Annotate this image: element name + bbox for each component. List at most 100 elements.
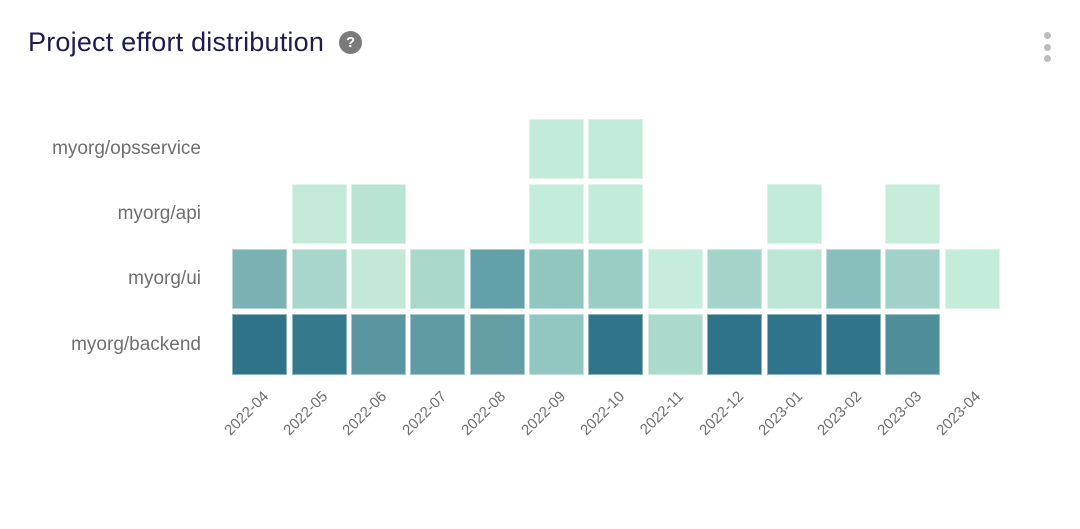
heatmap-cell[interactable]: [469, 314, 525, 375]
heatmap-slot: [705, 181, 764, 246]
card-header: Project effort distribution ?: [28, 27, 363, 58]
heatmap-slot: [764, 312, 823, 377]
heatmap-slot: [764, 181, 823, 246]
heatmap-slot: [468, 181, 527, 246]
heatmap-slot: [527, 181, 586, 246]
heatmap-cell[interactable]: [766, 249, 822, 310]
heatmap-slot: [408, 181, 467, 246]
heatmap-slot: [646, 312, 705, 377]
heatmap-cell[interactable]: [944, 249, 1000, 310]
heatmap-cell[interactable]: [529, 314, 585, 375]
heatmap-slot: [230, 116, 289, 181]
heatmap-slot: [705, 247, 764, 312]
heatmap-cell[interactable]: [291, 183, 347, 244]
x-axis-slot: 2022-09: [518, 377, 586, 472]
heatmap-cell[interactable]: [647, 249, 703, 310]
heatmap-slot: [705, 116, 764, 181]
heatmap-slot: [586, 247, 645, 312]
heatmap-cell[interactable]: [766, 183, 822, 244]
heatmap-row: myorg/backend: [0, 312, 1080, 377]
heatmap-slot: [527, 116, 586, 181]
heatmap-slot: [349, 181, 408, 246]
heatmap-slot: [468, 312, 527, 377]
row-label: myorg/ui: [128, 268, 201, 290]
heatmap-cell[interactable]: [291, 314, 347, 375]
help-icon[interactable]: ?: [339, 31, 363, 55]
help-icon-glyph: ?: [345, 34, 356, 52]
kebab-menu-icon[interactable]: [1042, 32, 1052, 62]
heatmap-slot: [824, 247, 883, 312]
kebab-dot: [1043, 55, 1051, 62]
heatmap-cell[interactable]: [707, 314, 763, 375]
x-axis-slot: 2023-02: [815, 377, 883, 472]
heatmap-slot: [824, 116, 883, 181]
heatmap-slot: [586, 116, 645, 181]
heatmap-slot: [883, 247, 942, 312]
heatmap-slot: [468, 247, 527, 312]
x-axis-slot: 2022-11: [637, 377, 705, 472]
heatmap-cell[interactable]: [885, 314, 941, 375]
heatmap-slot: [764, 116, 823, 181]
heatmap-slot: [289, 312, 348, 377]
page-title: Project effort distribution: [28, 27, 325, 57]
row-label: myorg/backend: [71, 333, 201, 355]
heatmap-cell[interactable]: [529, 118, 585, 179]
heatmap-cell[interactable]: [825, 249, 881, 310]
heatmap-slot: [408, 312, 467, 377]
heatmap-slot: [824, 312, 883, 377]
heatmap-slot: [230, 181, 289, 246]
x-axis: 2022-04 2022-05 2022-06 2022-07 2022-08 2022-…: [0, 377, 1080, 472]
heatmap-slot: [468, 116, 527, 181]
heatmap-slot: [349, 116, 408, 181]
heatmap-cell[interactable]: [410, 314, 466, 375]
heatmap-slot: [883, 181, 942, 246]
heatmap-cell[interactable]: [707, 249, 763, 310]
heatmap-cell[interactable]: [588, 118, 644, 179]
heatmap-slot: [349, 312, 408, 377]
heatmap-cell[interactable]: [588, 183, 644, 244]
kebab-dot: [1043, 43, 1051, 51]
heatmap-cell[interactable]: [350, 183, 406, 244]
heatmap-cell[interactable]: [588, 249, 644, 310]
heatmap-slot: [527, 312, 586, 377]
x-axis-slot: 2022-06: [340, 377, 408, 472]
heatmap-cell[interactable]: [766, 314, 822, 375]
heatmap-slot: [289, 116, 348, 181]
heatmap-slot: [289, 181, 348, 246]
x-axis-slot: 2022-08: [458, 377, 527, 472]
heatmap-cell[interactable]: [232, 249, 288, 310]
heatmap-cell[interactable]: [529, 183, 585, 244]
heatmap-cell[interactable]: [410, 249, 466, 310]
heatmap-cell[interactable]: [529, 249, 585, 310]
x-axis-spacer: [0, 377, 230, 472]
heatmap-slot: [943, 312, 1002, 377]
heatmap-slot: [349, 247, 408, 312]
heatmap-cell[interactable]: [825, 314, 881, 375]
heatmap-slot: [883, 116, 942, 181]
heatmap-cell[interactable]: [469, 249, 525, 310]
heatmap-cell[interactable]: [647, 314, 703, 375]
heatmap-cell[interactable]: [350, 249, 406, 310]
heatmap-slot: [408, 116, 467, 181]
heatmap-slot: [705, 312, 764, 377]
heatmap-cell[interactable]: [350, 314, 406, 375]
heatmap-slot: [646, 247, 705, 312]
heatmap-slot: [527, 247, 586, 312]
heatmap-slot: [883, 312, 942, 377]
heatmap-slot: [646, 116, 705, 181]
kebab-dot: [1043, 32, 1051, 39]
heatmap-cell[interactable]: [885, 183, 941, 244]
heatmap-cell[interactable]: [291, 249, 347, 310]
heatmap-slot: [824, 181, 883, 246]
effort-heatmap: myorg/opsservice myorg/api myorg/ui myorg/b…: [0, 116, 1080, 472]
heatmap-cell[interactable]: [232, 314, 288, 375]
heatmap-slot: [943, 181, 1002, 246]
heatmap-slot: [230, 247, 289, 312]
heatmap-row: myorg/ui: [0, 247, 1080, 312]
heatmap-cell[interactable]: [588, 314, 644, 375]
heatmap-slot: [646, 181, 705, 246]
heatmap-slot: [586, 312, 645, 377]
row-label: myorg/opsservice: [52, 137, 201, 159]
heatmap-cell[interactable]: [885, 249, 941, 310]
x-axis-label: 2022-11: [637, 388, 688, 439]
